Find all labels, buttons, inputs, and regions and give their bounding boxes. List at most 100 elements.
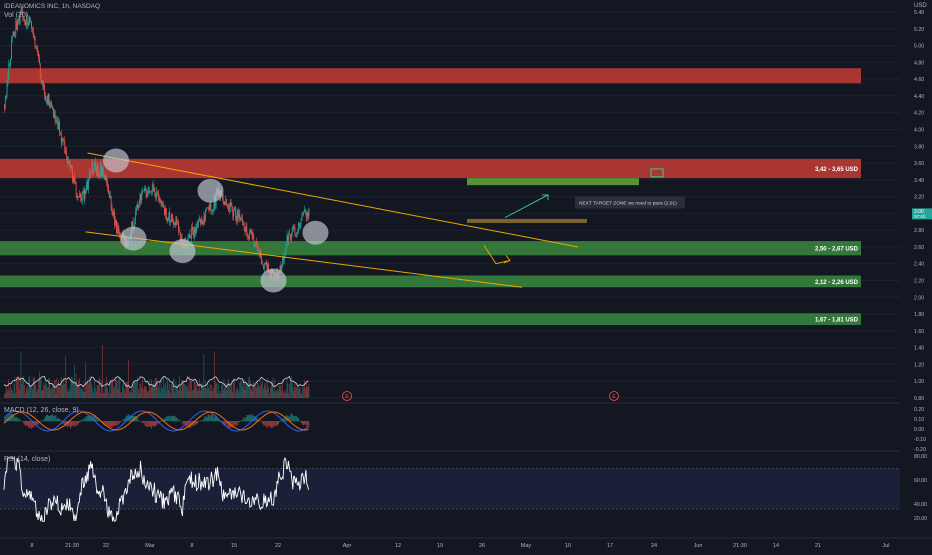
candle-body bbox=[103, 168, 104, 176]
candle-body bbox=[211, 204, 212, 211]
candle-body bbox=[308, 213, 309, 217]
macd-histogram-bar bbox=[296, 416, 297, 421]
time-tick-label: Jul bbox=[882, 543, 889, 549]
volume-bar bbox=[22, 379, 23, 398]
macd-histogram-bar bbox=[173, 416, 174, 421]
volume-bar bbox=[7, 389, 8, 398]
volume-bar bbox=[228, 379, 229, 398]
macd-histogram-bar bbox=[143, 421, 144, 423]
volume-bar bbox=[212, 391, 213, 398]
time-tick-label: 17 bbox=[607, 543, 613, 549]
candle-body bbox=[97, 164, 98, 174]
volume-bar bbox=[86, 383, 87, 398]
candle-body bbox=[55, 112, 56, 121]
volume-bar bbox=[167, 380, 168, 398]
candle-body bbox=[282, 257, 283, 267]
volume-bar bbox=[230, 391, 231, 398]
macd-histogram-bar bbox=[82, 420, 83, 421]
macd-histogram-bar bbox=[277, 421, 278, 426]
volume-bar bbox=[108, 392, 109, 398]
macd-histogram-bar bbox=[45, 416, 46, 421]
candle-body bbox=[229, 208, 230, 211]
price-tick-label: 3.20 bbox=[914, 195, 924, 201]
volume-bar bbox=[156, 378, 157, 398]
volume-bar bbox=[45, 383, 46, 398]
candle-body bbox=[205, 209, 206, 220]
macd-histogram-bar bbox=[15, 418, 16, 422]
volume-bar bbox=[231, 384, 232, 398]
volume-bar bbox=[280, 384, 281, 398]
candle-body bbox=[155, 191, 156, 196]
volume-bar bbox=[180, 386, 181, 398]
macd-histogram-bar bbox=[137, 417, 138, 421]
volume-bar bbox=[165, 383, 166, 398]
volume-bar bbox=[95, 388, 96, 398]
volume-bar bbox=[244, 378, 245, 398]
macd-histogram-bar bbox=[169, 416, 170, 421]
volume-bar bbox=[99, 378, 100, 398]
volume-bar bbox=[303, 388, 304, 398]
volume-bar bbox=[245, 390, 246, 398]
macd-histogram-bar bbox=[48, 416, 49, 422]
zone-band bbox=[0, 275, 861, 287]
volume-bar bbox=[147, 391, 148, 398]
volume-bar bbox=[53, 386, 54, 398]
macd-histogram-bar bbox=[168, 416, 169, 422]
zone-label: 3,42 - 3,65 USD bbox=[815, 167, 859, 173]
candle-body bbox=[87, 182, 88, 190]
time-tick-label: 8 bbox=[30, 543, 33, 549]
macd-histogram-bar bbox=[303, 421, 304, 425]
macd-histogram-bar bbox=[159, 421, 160, 422]
volume-bar bbox=[272, 384, 273, 398]
candle-body bbox=[299, 223, 300, 226]
macd-histogram-bar bbox=[55, 415, 56, 421]
macd-histogram-bar bbox=[262, 421, 263, 424]
candle-body bbox=[236, 217, 237, 221]
candle-body bbox=[89, 172, 90, 179]
candle-body bbox=[134, 220, 135, 227]
volume-bar bbox=[186, 386, 187, 398]
macd-histogram-bar bbox=[156, 421, 157, 426]
macd-histogram-bar bbox=[79, 421, 80, 423]
candle-body bbox=[74, 176, 75, 182]
volume-bar bbox=[232, 392, 233, 398]
candle-body bbox=[76, 184, 77, 193]
volume-bar bbox=[179, 376, 180, 398]
time-tick-label: 26 bbox=[479, 543, 485, 549]
candle-body bbox=[66, 150, 67, 156]
candle-body bbox=[31, 22, 32, 29]
volume-bar bbox=[200, 391, 201, 398]
volume-bar bbox=[213, 388, 214, 398]
macd-histogram-bar bbox=[112, 421, 113, 427]
price-tick-label: 0.80 bbox=[914, 396, 924, 402]
volume-bar bbox=[98, 386, 99, 398]
volume-bar bbox=[60, 388, 61, 398]
macd-histogram-bar bbox=[74, 421, 75, 427]
price-tick-label: 3.60 bbox=[914, 161, 924, 167]
volume-bar bbox=[203, 387, 204, 398]
volume-bar bbox=[13, 394, 14, 398]
candle-body bbox=[32, 28, 33, 30]
candle-body bbox=[303, 212, 304, 215]
volume-bar bbox=[8, 379, 9, 398]
macd-histogram-bar bbox=[297, 417, 298, 421]
volume-bar bbox=[281, 386, 282, 398]
volume-bar bbox=[48, 387, 49, 398]
candle-body bbox=[307, 213, 308, 218]
volume-bar bbox=[99, 379, 100, 398]
volume-bar bbox=[140, 383, 141, 398]
volume-bar bbox=[204, 354, 205, 398]
volume-bar bbox=[36, 385, 37, 398]
volume-bar bbox=[197, 391, 198, 398]
candle-body bbox=[156, 192, 157, 198]
macd-histogram-bar bbox=[231, 421, 232, 427]
volume-bar bbox=[43, 390, 44, 398]
volume-bar bbox=[34, 377, 35, 398]
candle-body bbox=[113, 212, 114, 216]
volume-bar bbox=[11, 388, 12, 398]
volume-bar bbox=[57, 378, 58, 398]
volume-bar bbox=[160, 393, 161, 398]
volume-bar bbox=[198, 389, 199, 398]
